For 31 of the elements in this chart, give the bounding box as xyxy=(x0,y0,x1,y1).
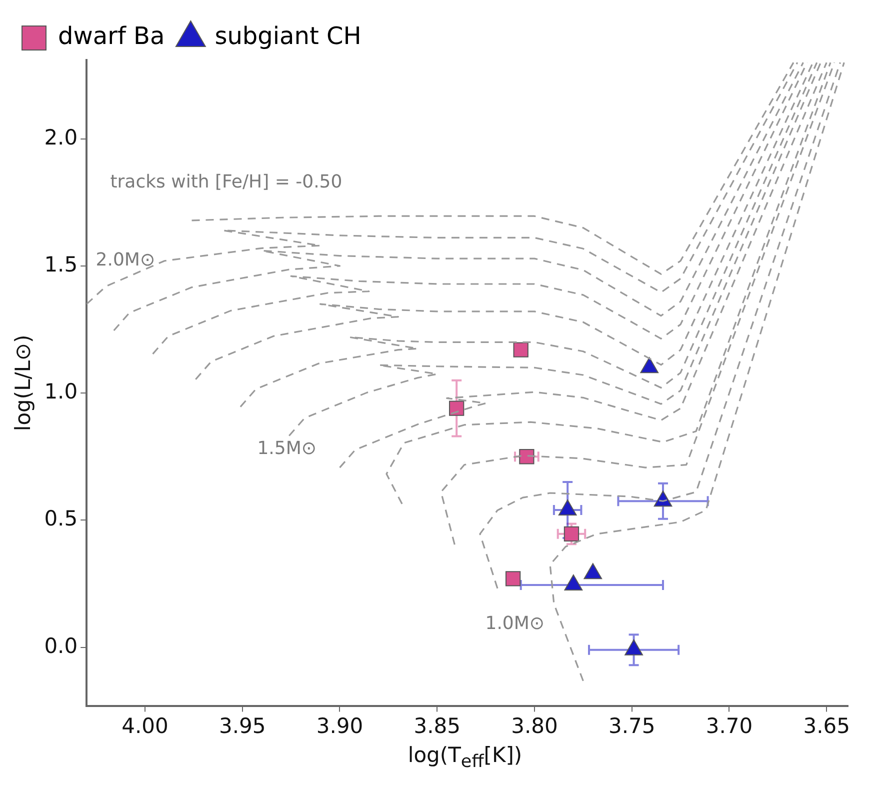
x-tick-label: 3.90 xyxy=(316,714,364,738)
legend-label: subgiant CH xyxy=(214,22,362,50)
point xyxy=(564,574,583,591)
annotation: 2.0M⊙ xyxy=(96,250,156,271)
x-tick-label: 4.00 xyxy=(122,714,168,738)
x-axis-title: log(T$_{eff}$[K]) xyxy=(406,743,524,772)
y-tick-label: 1.5 xyxy=(44,252,78,276)
y-tick-label: 1.0 xyxy=(44,380,78,404)
x-tick-label: 3.70 xyxy=(706,714,753,738)
x-tick-label: 3.95 xyxy=(219,714,266,738)
annotation: 1.5M⊙ xyxy=(257,438,316,460)
y-axis-title: log(L/L⊙) xyxy=(11,334,36,432)
legend-label: dwarf Ba xyxy=(58,22,165,50)
y-tick-label: 0.0 xyxy=(44,634,78,658)
annotation: 1.0M⊙ xyxy=(485,613,545,634)
point xyxy=(584,563,602,580)
x-tick-label: 3.75 xyxy=(608,714,656,738)
line-series xyxy=(288,62,822,437)
point xyxy=(513,342,528,358)
x-tick-label: 3.85 xyxy=(414,714,460,738)
point xyxy=(449,400,464,416)
x-tick-label: 3.65 xyxy=(803,714,850,738)
point xyxy=(624,639,643,656)
point xyxy=(519,449,534,464)
x-tick-label: 3.80 xyxy=(511,714,558,738)
y-tick-label: 2.0 xyxy=(44,125,78,150)
line-series xyxy=(549,62,845,682)
annotation: tracks with [Fe/H] = -0.50 xyxy=(110,171,342,192)
point xyxy=(558,500,577,516)
line-series xyxy=(479,62,842,590)
y-tick-label: 0.5 xyxy=(44,506,78,531)
